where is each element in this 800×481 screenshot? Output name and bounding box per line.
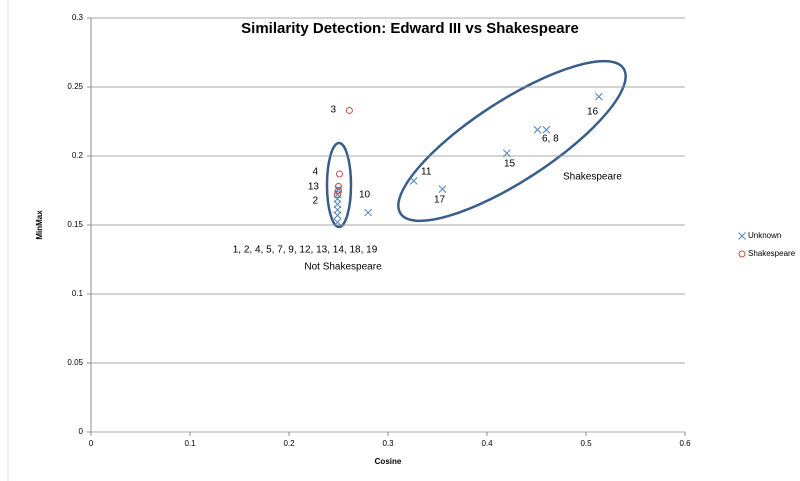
x-axis-label: Cosine (375, 457, 402, 466)
annotation: 6, 8 (542, 134, 559, 145)
point (364, 208, 373, 217)
annotation: 15 (504, 159, 516, 170)
legend-marker (738, 250, 746, 258)
point (333, 205, 342, 214)
y-tick-label: 0.25 (67, 82, 83, 91)
x-tick-label: 0.4 (481, 439, 493, 448)
y-tick-label: 0.05 (67, 358, 83, 367)
annotation: Not Shakespeare (304, 262, 382, 273)
annotation: 17 (434, 195, 446, 206)
point (595, 92, 603, 101)
annotation: 1, 2, 4, 5, 7, 9, 12, 13, 14, 18, 19 (233, 245, 378, 256)
point (333, 218, 342, 227)
annotation: Shakespeare (563, 172, 622, 183)
y-tick-label: 0.3 (72, 13, 84, 22)
x-tick-label: 0 (89, 439, 94, 448)
annotation: 2 (312, 196, 318, 207)
point (409, 176, 418, 185)
legend-label: Unknown (748, 231, 781, 240)
point (335, 170, 343, 178)
x-tick-label: 0.6 (679, 439, 691, 448)
point (335, 187, 342, 194)
y-axis-label: MinMax (35, 210, 44, 240)
y-tick-label: 0.15 (67, 220, 83, 229)
x-tick-label: 0.1 (184, 439, 196, 448)
annotation: 4 (312, 167, 318, 178)
y-tick-label: 0 (79, 427, 84, 436)
point (542, 125, 551, 134)
chart-title: Similarity Detection: Edward III vs Shak… (241, 20, 579, 37)
cluster-ellipse (397, 59, 627, 223)
y-tick-label: 0.1 (72, 289, 84, 298)
x-tick-label: 0.5 (580, 439, 592, 448)
cluster-ellipse (325, 141, 353, 229)
point (333, 211, 342, 220)
y-tick-label: 0.2 (72, 151, 84, 160)
point (502, 149, 511, 158)
point (438, 185, 447, 193)
annotation: 10 (359, 190, 371, 201)
x-tick-label: 0.2 (283, 439, 295, 448)
point (334, 191, 342, 199)
legend-label: Shakespeare (748, 249, 796, 258)
x-tick-label: 0.3 (382, 439, 394, 448)
annotation: 11 (421, 167, 432, 178)
point (345, 106, 353, 114)
point (533, 125, 542, 134)
annotation: 16 (587, 107, 599, 118)
annotation: 13 (308, 182, 320, 193)
legend-marker (738, 232, 746, 240)
point (335, 182, 342, 190)
point (333, 200, 342, 209)
annotation: 3 (330, 105, 336, 116)
